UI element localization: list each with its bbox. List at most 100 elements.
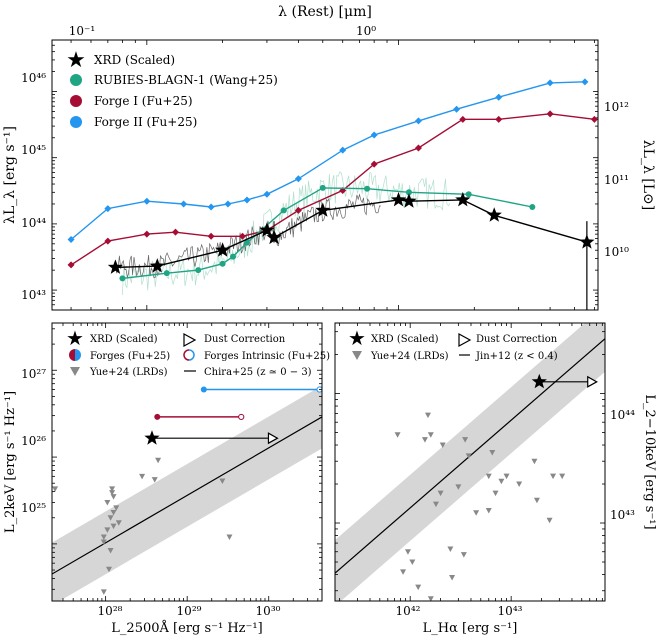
yue-lrd-point [107,547,114,554]
chira-band [52,385,322,601]
legend-forges-left-half-icon [69,349,75,361]
forge-observed-point [200,386,207,393]
rubies-point [405,189,412,196]
top-x-tick-label: 10⁻¹ [69,24,95,38]
legend-yue-triangle-icon [70,367,80,376]
br-y-tick-label: 10⁴⁴ [610,408,635,422]
bl-x-tick-label: 10³⁰ [256,604,281,618]
bl-y-axis-label: L_2keV [erg s⁻¹ Hz⁻¹] [3,391,18,533]
forge-point [546,79,554,87]
top-right-tick-label: 10¹² [604,100,629,114]
xrd-star-marker [107,259,123,274]
series-line [70,113,595,266]
yue-lrd-point [219,478,226,485]
top-y-tick-label: 10⁴⁴ [21,216,46,230]
yue-lrd-point [100,589,107,595]
legend-label-yue: Yue+24 (LRDs) [89,367,168,378]
legend-label-forge1: Forge I (Fu+25) [94,94,193,108]
yue-lrd-point [516,481,523,488]
forge-point [224,200,232,208]
forge-point [414,117,422,125]
top-right-tick-label: 10¹⁰ [604,245,629,259]
forge-point [414,144,422,152]
legend-label-jin: Jin+12 (z < 0.4) [475,351,558,362]
top-right-axis-label: λL_λ [L⊙] [640,140,656,210]
xrd-star-marker [455,191,471,207]
bl-x-tick-label: 10²⁸ [98,604,123,618]
legend-label-chira: Chira+25 (z ≃ 0 − 3) [204,367,312,378]
rubies-point [230,253,237,260]
bottom-left-plot-area [52,323,322,601]
forge-point [104,205,112,213]
forge-point [239,232,247,240]
forge-point [590,115,598,123]
top-plot-area [52,39,598,311]
yue-lrd-point [427,596,434,601]
dust-correction-arrowhead [267,432,279,445]
legend-triangle-icon [183,332,197,348]
yue-lrd-point [52,486,59,492]
legend-label-forges: Forges (Fu+25) [90,351,170,362]
rubies-point [163,270,170,277]
legend-star-icon: ★ [66,48,86,73]
yue-lrd-point [110,523,117,530]
yue-lrd-point [455,484,462,490]
bl-y-tick-label: 10²⁶ [21,434,46,448]
yue-lrd-point [485,473,492,480]
legend-forges-open-right-icon [188,349,195,361]
top-panel-frame [51,39,599,311]
yue-lrd-point [110,509,117,516]
forge-point [67,236,75,244]
forge-intrinsic-point [238,413,245,421]
yue-lrd-point [449,574,456,581]
yue-lrd-point [550,473,557,480]
yue-lrd-point [492,490,499,497]
forge-point [453,105,461,113]
chira-relation-line [52,416,322,575]
br-legend: ★ XRD (Scaled) Dust Correction Yue+24 (L… [348,326,558,362]
yue-lrd-point [460,552,467,558]
forge-point [294,206,302,214]
yue-lrd-point [155,457,162,464]
yue-lrd-point [409,559,416,566]
yue-lrd-point [489,450,496,456]
legend-label-yue: Yue+24 (LRDs) [370,351,449,362]
rubies-point [465,191,472,198]
legend-label-forges-intrinsic: Forges Intrinsic (Fu+25) [204,351,330,362]
yue-lrd-point [115,520,122,526]
yue-lrd-point [400,569,407,575]
forge-point [263,190,271,198]
yue-lrd-point [498,478,505,485]
forge-point [459,115,467,123]
series-line [70,81,585,241]
legend-label-xrd: XRD (Scaled) [94,53,175,67]
yue-lrd-point [404,549,411,555]
yue-lrd-point [394,432,401,438]
br-x-tick-label: 10⁴³ [498,604,523,618]
yue-lrd-point [100,534,107,541]
yue-lrd-point [447,546,454,553]
br-x-tick-label: 10⁴² [396,604,421,618]
xrd-star-marker [149,258,165,273]
legend-rubies-marker [70,74,82,86]
yue-lrd-point [559,473,566,480]
legend-label-dust: Dust Correction [476,334,558,345]
yue-lrd-point [107,515,114,521]
legend-forges-open-left-icon [183,349,190,361]
br-x-axis-label: L_Hα [erg s⁻¹] [423,621,518,636]
forge-point [67,261,75,269]
legend-forges-right-half-icon [75,349,81,361]
yue-lrd-point [439,442,446,449]
yue-lrd-point [415,584,422,591]
forge-point [546,110,554,118]
top-panel: λ (Rest) [μm] 10⁻¹ 10⁰ 10⁴³ 10⁴⁴ 10⁴⁵ 10… [2,4,656,311]
jin-band [335,323,605,601]
top-y-tick-label: 10⁴³ [21,288,46,302]
yue-lrd-point [424,412,431,419]
forge-point [207,203,215,211]
bottom-left-panel-frame [51,322,323,602]
yue-lrd-point [427,432,434,438]
legend-forge2-marker [70,116,82,128]
forge-point [243,196,251,204]
forge-observed-point [154,413,161,420]
